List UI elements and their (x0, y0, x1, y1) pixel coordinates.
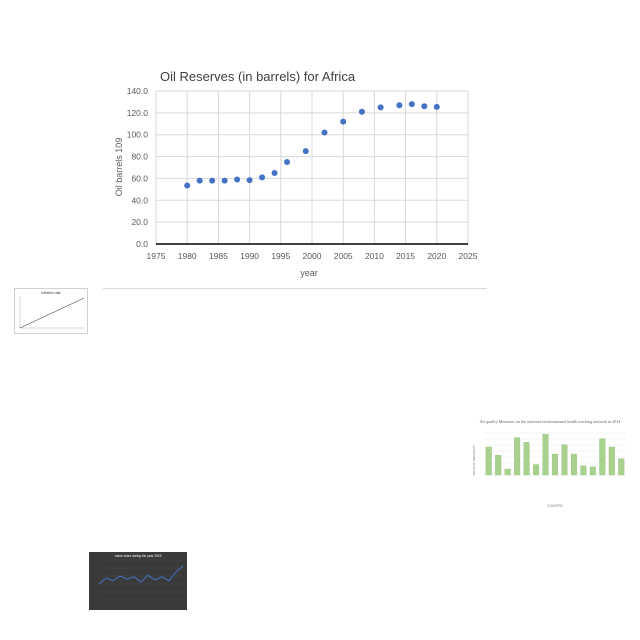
x-tick-label: 2000 (303, 251, 322, 261)
air-quality-thumbnail: Air quality Measures on the national env… (472, 419, 626, 508)
thumb-2-bar (495, 455, 502, 476)
data-point (271, 169, 278, 176)
thumb-2-bar (618, 458, 625, 476)
thumb-2-bar (523, 442, 530, 476)
x-tick-label: 2015 (396, 251, 415, 261)
data-point (184, 182, 191, 189)
thumb-1-series-line (19, 297, 85, 329)
thumb-2-title: Air quality Measures on the national env… (479, 419, 621, 424)
thumb-2-bar (504, 469, 511, 476)
x-tick-label: 1995 (271, 251, 290, 261)
y-tick-label: 40.0 (131, 195, 148, 205)
data-point (246, 177, 253, 184)
thumb-2-bars (485, 434, 625, 476)
y-tick-label: 60.0 (131, 173, 148, 183)
data-point (259, 174, 266, 181)
data-point (377, 104, 384, 111)
x-tick-label: 1990 (240, 251, 259, 261)
thumb-2-bar (533, 464, 540, 476)
data-point (408, 101, 415, 108)
x-tick-label: 2020 (427, 251, 446, 261)
data-point (433, 103, 440, 110)
data-point (358, 108, 365, 115)
thumb-2-ylabel: VALUE OF INEQUALITY (472, 444, 476, 475)
x-tick-label: 1975 (147, 251, 166, 261)
thumb-1-title: Inflation rate (41, 291, 60, 295)
y-axis-label: Oil barrels 109 (114, 138, 124, 197)
thumb-2-bar (561, 444, 568, 476)
thumb-2-xlabel: COUNTRY (547, 504, 564, 508)
data-point (284, 159, 291, 166)
divider-line (103, 288, 487, 289)
y-tick-labels: 0.0 20.0 40.0 60.0 80.0 100.0 120.0 140.0 (127, 86, 149, 249)
data-point (196, 177, 203, 184)
x-tick-label: 1985 (209, 251, 228, 261)
y-tick-label: 140.0 (127, 86, 149, 96)
thumb-2-bar (570, 453, 577, 476)
thumb-2-bar (608, 446, 615, 476)
data-points (184, 101, 440, 189)
thumb-2-bar (552, 453, 558, 476)
thumb-2-bar (589, 466, 596, 476)
thumb-2-bar (485, 446, 492, 476)
thumb-2-bar (599, 438, 606, 476)
data-point (396, 102, 403, 109)
x-tick-label: 2010 (365, 251, 384, 261)
data-point (321, 129, 328, 136)
chart-title: Oil Reserves (in barrels) for Africa (160, 69, 356, 84)
x-tick-label: 1980 (178, 251, 197, 261)
grid-lines (155, 90, 469, 244)
y-tick-label: 120.0 (127, 108, 149, 118)
data-point (421, 103, 428, 110)
data-point (340, 118, 347, 125)
inflation-rate-thumbnail: Inflation rate (14, 288, 88, 334)
data-point (221, 177, 228, 184)
thumb-2-bar (514, 437, 521, 476)
thumb-2-bar (542, 434, 549, 476)
data-point (234, 176, 241, 183)
y-tick-label: 80.0 (131, 152, 148, 162)
x-tick-label: 2005 (334, 251, 353, 261)
labor-index-thumbnail: Labor index during the year 2019 (89, 552, 187, 610)
y-tick-label: 20.0 (131, 217, 148, 227)
oil-reserves-chart: Oil Reserves (in barrels) for Africa 0.0… (114, 69, 478, 278)
x-tick-label: 2025 (459, 251, 478, 261)
thumb-3-title: Labor index during the year 2019 (115, 554, 162, 558)
data-point (302, 148, 309, 155)
x-axis-label: year (300, 268, 318, 278)
data-point (209, 177, 216, 184)
y-tick-label: 100.0 (127, 130, 149, 140)
y-tick-label: 0.0 (136, 239, 148, 249)
thumb-3-series-line (98, 565, 184, 585)
thumb-2-bar (580, 465, 587, 476)
x-tick-labels: 1975 1980 1985 1990 1995 2000 2005 2010 2015 2020… (147, 251, 478, 261)
